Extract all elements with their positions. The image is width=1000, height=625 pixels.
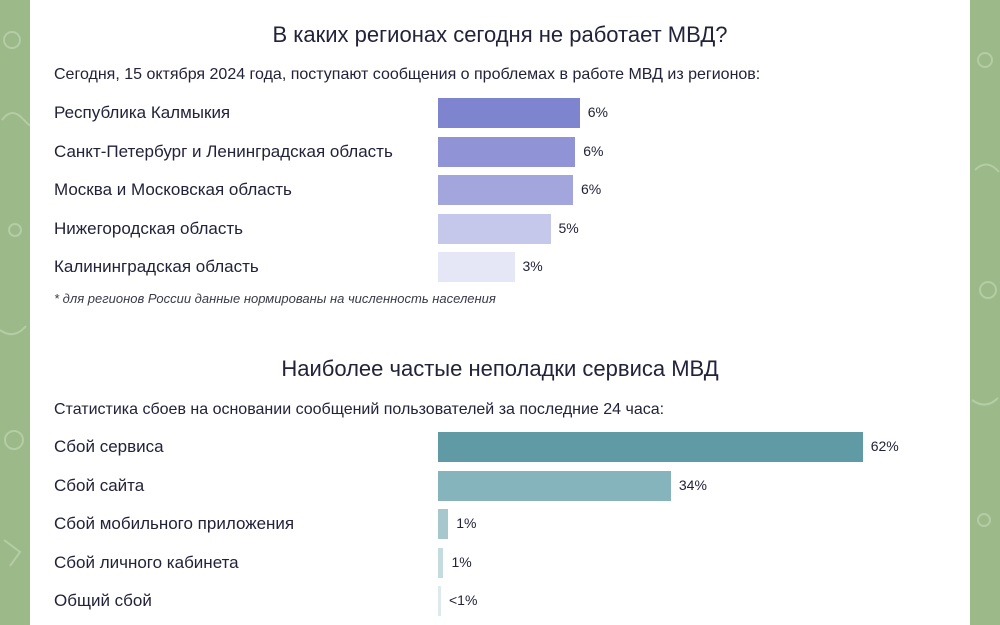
issue-label: Общий сбой bbox=[54, 591, 152, 610]
region-label: Калининградская область bbox=[54, 257, 259, 276]
issue-value-label: 1% bbox=[451, 553, 472, 570]
region-value-label: 6% bbox=[583, 142, 604, 159]
region-row: Нижегородская область 5% bbox=[30, 213, 970, 244]
issue-value-label: 62% bbox=[870, 438, 899, 454]
issue-row: Общий сбой <1% bbox=[30, 586, 970, 616]
region-row: Москва и Московская область 6% bbox=[30, 175, 970, 205]
region-bar bbox=[438, 98, 580, 128]
issue-label: Сбой сайта bbox=[54, 475, 145, 495]
issue-label: Сбой личного кабинета bbox=[54, 552, 239, 572]
region-row: Калининградская область 3% bbox=[30, 252, 970, 282]
region-row: Санкт-Петербург и Ленинградская область 6… bbox=[30, 136, 970, 167]
region-label: Москва и Московская область bbox=[54, 180, 292, 199]
issue-bar bbox=[438, 509, 449, 539]
region-row: Республика Калмыкия 6% bbox=[30, 98, 970, 128]
issue-value-label: 34% bbox=[678, 476, 707, 493]
issue-value-label: 1% bbox=[456, 515, 477, 531]
issue-row: Сбой личного кабинета 1% bbox=[30, 547, 970, 578]
chart-title-issues: Наиболее частые неполадки сервиса МВД bbox=[281, 356, 719, 381]
region-bar bbox=[438, 252, 515, 282]
issue-bar bbox=[438, 470, 671, 501]
chart-title-regions: В каких регионах сегодня не работает МВД… bbox=[272, 22, 728, 47]
region-value-label: 3% bbox=[522, 258, 543, 274]
issue-row: Сбой сервиса 62% bbox=[30, 432, 970, 462]
issue-bar bbox=[438, 586, 441, 616]
issue-bar bbox=[438, 432, 863, 462]
chart-note: * для регионов России данные нормированы… bbox=[54, 291, 496, 306]
issue-row: Сбой мобильного приложения 1% bbox=[30, 509, 970, 539]
region-value-label: 5% bbox=[558, 219, 579, 236]
region-value-label: 6% bbox=[587, 104, 608, 120]
region-label: Нижегородская область bbox=[54, 218, 243, 238]
region-label: Санкт-Петербург и Ленинградская область bbox=[54, 141, 393, 161]
chart-subtitle-regions: Сегодня, 15 октября 2024 года, поступают… bbox=[54, 66, 761, 83]
region-bar bbox=[438, 175, 573, 205]
issue-label: Сбой сервиса bbox=[54, 437, 164, 456]
region-value-label: 6% bbox=[581, 181, 602, 197]
chart-card: В каких регионах сегодня не работает МВД… bbox=[30, 0, 970, 625]
region-bar bbox=[438, 136, 576, 167]
issue-label: Сбой мобильного приложения bbox=[54, 514, 295, 533]
issue-value-label: <1% bbox=[449, 592, 478, 608]
region-label: Республика Калмыкия bbox=[54, 103, 231, 122]
region-bar bbox=[438, 213, 551, 244]
issue-bar bbox=[438, 547, 444, 578]
chart-subtitle-issues: Статистика сбоев на основании сообщений … bbox=[54, 401, 665, 418]
issue-row: Сбой сайта 34% bbox=[30, 470, 970, 501]
